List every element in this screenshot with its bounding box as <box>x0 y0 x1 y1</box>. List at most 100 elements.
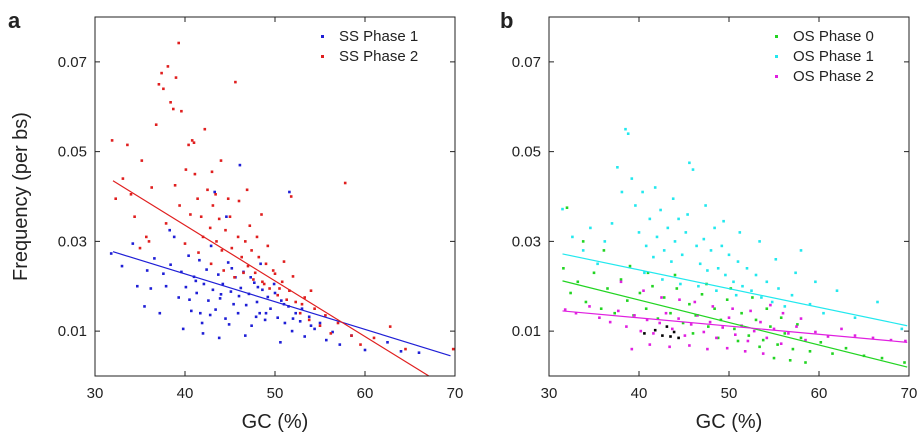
data-point <box>831 352 834 355</box>
data-point <box>626 299 629 302</box>
data-point <box>190 139 194 142</box>
data-point <box>149 287 153 290</box>
data-point <box>662 296 666 299</box>
y-tick-label: 0.07 <box>512 54 541 71</box>
data-point <box>592 271 596 275</box>
data-point <box>673 240 677 243</box>
data-point <box>307 315 311 319</box>
data-point <box>688 161 691 165</box>
data-point <box>641 190 644 194</box>
data-point <box>213 190 216 194</box>
data-point <box>799 249 803 252</box>
data-point <box>178 204 181 207</box>
panel-a: a 30 40 50 60 70 0.01 0.03 0.05 0.07 GC (%) Frequen… <box>8 8 463 433</box>
data-point <box>246 264 250 268</box>
data-point <box>273 291 277 295</box>
data-point <box>169 101 172 104</box>
series-ss-phase-1 <box>109 163 421 354</box>
data-point <box>109 252 113 255</box>
data-point <box>656 317 660 320</box>
plot-frame <box>94 16 456 377</box>
data-point <box>754 273 758 277</box>
data-point <box>702 330 706 334</box>
data-point <box>110 139 114 142</box>
data-point <box>256 285 260 289</box>
data-point <box>761 338 765 342</box>
data-point <box>677 317 680 320</box>
data-point <box>298 311 302 315</box>
data-point <box>177 296 180 299</box>
data-point <box>652 255 655 259</box>
data-point <box>626 132 630 135</box>
data-point <box>900 327 904 331</box>
data-point <box>240 255 243 259</box>
series-ss-phase-2 <box>110 41 455 351</box>
data-point <box>211 204 215 207</box>
x-axis-title: GC (%) <box>696 411 763 433</box>
data-point <box>571 235 574 239</box>
data-point <box>278 287 281 290</box>
data-point <box>210 170 214 174</box>
data-point <box>372 336 376 340</box>
data-point <box>177 41 180 45</box>
data-point <box>889 338 893 342</box>
data-point <box>224 228 227 232</box>
data-point <box>242 271 245 275</box>
data-point <box>673 273 677 277</box>
data-point <box>200 321 204 325</box>
data-point <box>309 289 313 292</box>
data-point <box>244 303 248 307</box>
legend-marker <box>775 75 778 78</box>
data-point <box>226 261 230 264</box>
data-point <box>283 321 287 325</box>
data-point <box>772 327 776 331</box>
data-point <box>653 328 657 332</box>
data-point <box>624 127 627 131</box>
data-point <box>143 305 146 308</box>
data-point <box>596 262 599 266</box>
data-point <box>258 311 261 315</box>
data-point <box>136 284 139 288</box>
data-point <box>189 213 192 216</box>
data-point <box>166 65 170 68</box>
data-point <box>671 327 674 331</box>
data-point <box>388 325 392 328</box>
data-point <box>769 325 772 328</box>
data-point <box>688 344 691 347</box>
data-point <box>840 327 843 331</box>
data-point <box>196 197 199 200</box>
data-point <box>668 345 671 349</box>
data-point <box>765 336 769 340</box>
data-point <box>201 332 205 335</box>
data-point <box>584 300 588 304</box>
data-point <box>795 325 798 328</box>
data-point <box>290 329 294 333</box>
data-point <box>237 294 241 298</box>
data-point <box>804 361 807 364</box>
data-point <box>218 297 222 300</box>
data-point <box>637 231 641 234</box>
data-point <box>606 287 609 290</box>
data-point <box>731 307 734 310</box>
data-point <box>665 325 669 328</box>
data-point <box>716 267 720 270</box>
data-point <box>603 240 607 243</box>
data-point <box>814 330 817 334</box>
series-os-phase-0 <box>562 206 906 364</box>
data-point <box>252 278 255 281</box>
data-point <box>338 343 342 346</box>
data-point <box>153 257 156 260</box>
data-point <box>145 235 148 239</box>
fit-line <box>562 253 908 327</box>
data-point <box>819 341 823 344</box>
data-point <box>162 272 165 275</box>
data-point <box>677 217 680 221</box>
data-point <box>716 336 720 340</box>
data-point <box>282 260 286 263</box>
legend-marker <box>775 35 778 38</box>
data-point <box>230 267 234 270</box>
legend-marker <box>321 35 324 38</box>
data-point <box>759 320 762 324</box>
data-point <box>620 190 624 194</box>
data-point <box>794 271 797 275</box>
